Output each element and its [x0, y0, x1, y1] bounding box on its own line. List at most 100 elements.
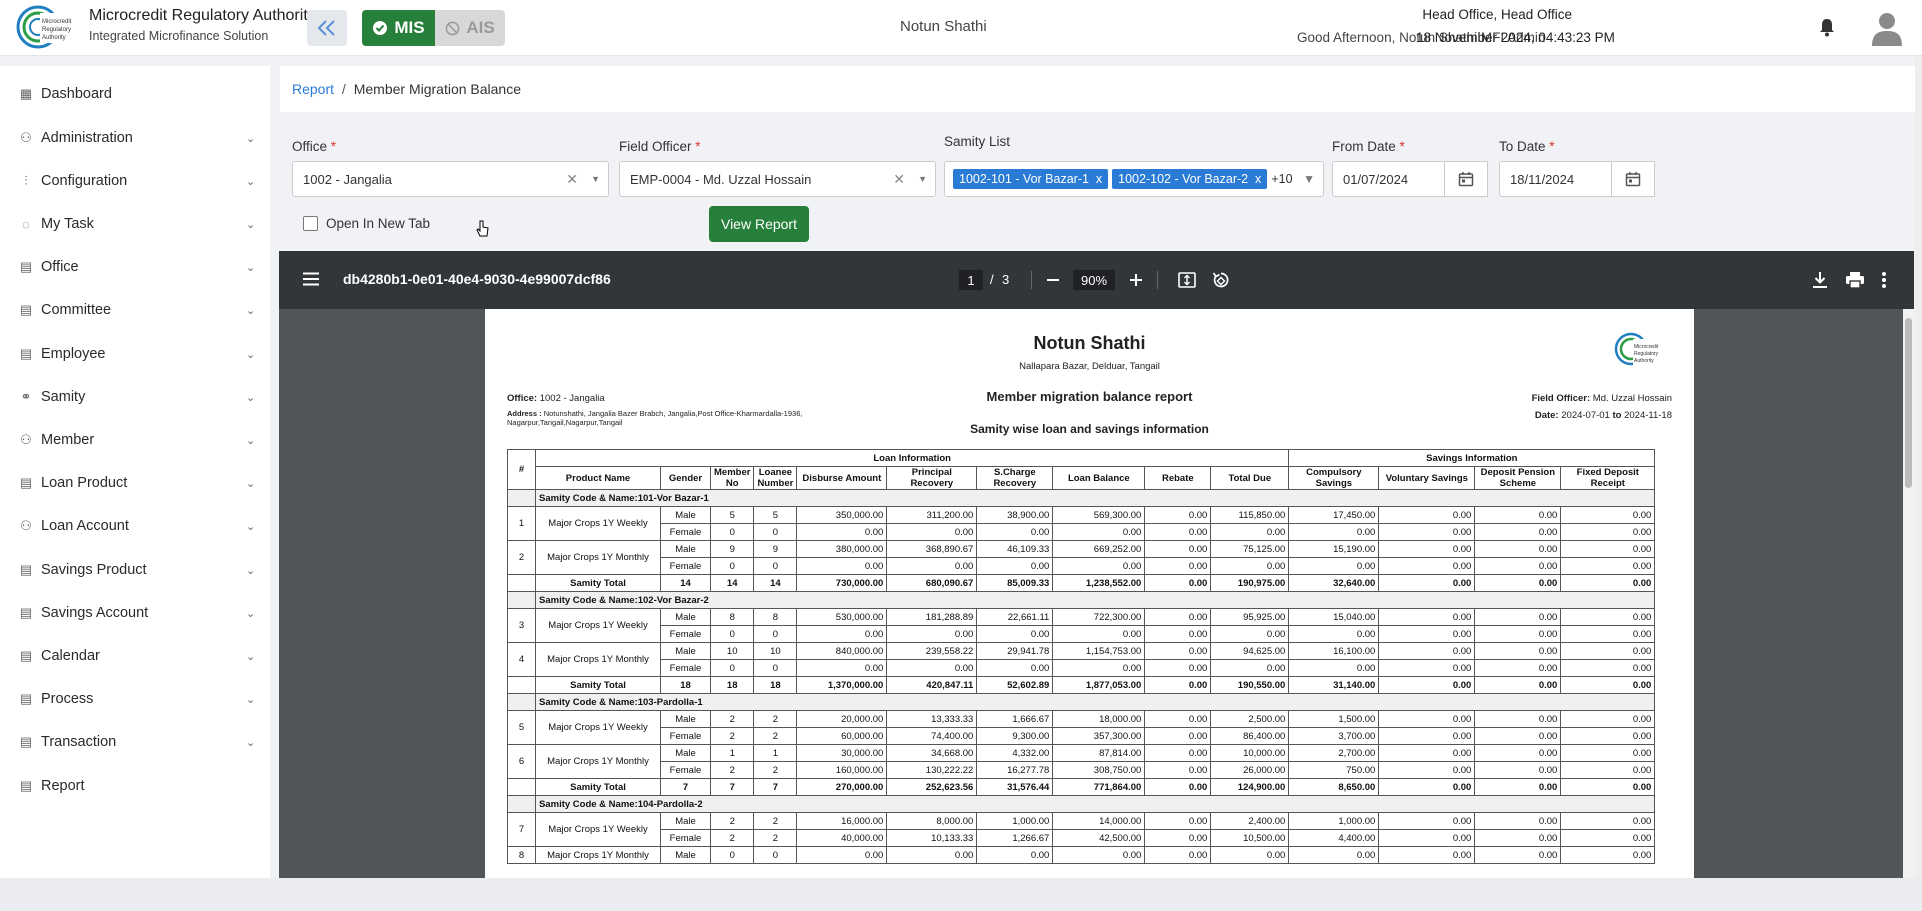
sidebar-item-calendar[interactable]: ▤ Calendar ⌄ [0, 636, 270, 676]
sidebar-item-dashboard[interactable]: ▦ Dashboard [0, 74, 270, 114]
pdf-viewer-toolbar: db4280b1-0e01-40e4-9030-4e99007dcf86 1 /… [279, 251, 1914, 309]
office-icon: ▤ [19, 259, 33, 274]
report-icon: ▤ [19, 778, 33, 793]
table-group-header: # Loan Information Savings Information [507, 449, 1656, 490]
open-new-tab-checkbox[interactable] [303, 216, 318, 231]
chevron-down-icon[interactable]: ▼ [1303, 172, 1315, 186]
zoom-level-input[interactable]: 90% [1073, 270, 1115, 290]
sidebar-item-label: Samity [41, 389, 86, 405]
sidebar-item-label: Committee [41, 302, 112, 318]
download-icon[interactable] [1812, 271, 1828, 289]
from-date-label: From Date * [1332, 139, 1405, 154]
sidebar-item-office[interactable]: ▤ Office ⌄ [0, 247, 270, 287]
samity-list-multiselect[interactable]: 1002-101 - Vor Bazar-1 x 1002-102 - Vor … [944, 161, 1324, 197]
calendar-icon: ▤ [19, 648, 33, 663]
calendar-icon [1458, 172, 1474, 187]
to-date-label: To Date * [1499, 139, 1555, 154]
sidebar-item-savings-product[interactable]: ▤ Savings Product ⌄ [0, 550, 270, 590]
field-officer-select[interactable]: EMP-0004 - Md. Uzzal Hossain ✕ ▼ [619, 161, 936, 197]
chevron-down-icon: ⌄ [246, 218, 256, 231]
col-header: # [507, 449, 536, 490]
window-scrollbar[interactable] [1915, 56, 1922, 878]
menu-icon[interactable] [302, 272, 320, 286]
sidebar-item-loan-product[interactable]: ▤ Loan Product ⌄ [0, 463, 270, 503]
col-header: Voluntary Savings [1378, 466, 1476, 490]
sidebar-item-label: Report [41, 778, 85, 794]
breadcrumb-bar: Report / Member Migration Balance [280, 66, 1915, 112]
mis-toggle-button[interactable]: MIS [362, 10, 435, 46]
zoom-out-icon[interactable] [1046, 273, 1060, 287]
user-avatar-icon[interactable] [1870, 10, 1904, 46]
col-header: Gender [660, 466, 711, 490]
sidebar-item-report[interactable]: ▤ Report [0, 766, 270, 806]
top-bar: Microcredit Regulatory Authority Microcr… [0, 0, 1922, 56]
col-header: Loanee Number [753, 466, 798, 490]
view-report-button[interactable]: View Report [709, 206, 809, 242]
samity-chip[interactable]: 1002-102 - Vor Bazar-2 x [1112, 169, 1268, 189]
sidebar-item-savings-account[interactable]: ▤ Savings Account ⌄ [0, 593, 270, 633]
org-name: Microcredit Regulatory Authority [89, 7, 316, 24]
section-header: Samity Code & Name:101-Vor Bazar-1 [507, 489, 1656, 507]
office-select[interactable]: 1002 - Jangalia ✕ ▼ [292, 161, 609, 197]
org-subtitle: Integrated Microfinance Solution [89, 29, 269, 43]
sidebar-item-transaction[interactable]: ▤ Transaction ⌄ [0, 722, 270, 762]
sidebar-item-committee[interactable]: ▤ Committee ⌄ [0, 290, 270, 330]
to-date-input[interactable]: 18/11/2024 [1499, 161, 1612, 197]
chevron-down-icon: ⌄ [246, 348, 256, 361]
to-date-calendar-button[interactable] [1611, 161, 1655, 197]
sidebar-item-label: Transaction [41, 734, 117, 750]
ban-icon [445, 21, 460, 35]
section-header: Samity Code & Name:103-Pardolla-1 [507, 693, 1656, 711]
breadcrumb-report-link[interactable]: Report [292, 81, 335, 97]
check-circle-icon [373, 21, 388, 35]
sidebar-item-employee[interactable]: ▤ Employee ⌄ [0, 334, 270, 374]
pdf-filename: db4280b1-0e01-40e4-9030-4e99007dcf86 [343, 271, 611, 287]
office-label: Office * [292, 139, 337, 154]
fit-page-icon[interactable] [1178, 271, 1196, 289]
pdf-scrollbar-thumb[interactable] [1905, 318, 1912, 488]
samity-chip[interactable]: 1002-101 - Vor Bazar-1 x [953, 169, 1109, 189]
page-number-input[interactable]: 1 [959, 270, 983, 290]
sidebar-item-process[interactable]: ▤ Process ⌄ [0, 679, 270, 719]
sidebar-item-administration[interactable]: ⚇ Administration ⌄ [0, 118, 270, 158]
breadcrumb: Report / Member Migration Balance [292, 81, 521, 97]
chevron-down-icon: ⌄ [246, 607, 256, 620]
sidebar-item-label: Savings Account [41, 605, 149, 621]
more-options-icon[interactable] [1881, 271, 1887, 289]
from-date-calendar-button[interactable] [1444, 161, 1488, 197]
table-row: Female 0 0 0.00 0.00 0.00 0.00 0.00 0.00 0.00 0.00… [508, 523, 1656, 541]
sidebar-item-configuration[interactable]: ⫶ Configuration ⌄ [0, 161, 270, 201]
zoom-in-icon[interactable] [1129, 273, 1143, 287]
col-header: Principal Recovery [886, 466, 978, 490]
col-header: Member No [709, 466, 755, 490]
ais-toggle-button[interactable]: AIS [435, 10, 505, 46]
svg-text:Regulatory: Regulatory [1634, 351, 1659, 357]
chevron-down-icon[interactable]: ▼ [918, 174, 927, 184]
sidebar-item-loan-account[interactable]: ⚇ Loan Account ⌄ [0, 506, 270, 546]
clear-office-icon[interactable]: ✕ [566, 170, 578, 187]
notification-bell-icon[interactable] [1818, 17, 1836, 37]
report-table: # Loan Information Savings Information Prod… [507, 449, 1656, 864]
grid-icon: ▦ [19, 86, 33, 101]
pdf-document-area[interactable]: Notun Shathi Nallapara Bazar, Delduar, T… [279, 309, 1914, 878]
collapse-sidebar-button[interactable] [307, 10, 347, 46]
pdf-scrollbar[interactable] [1903, 309, 1914, 878]
from-date-input[interactable]: 01/07/2024 [1332, 161, 1445, 197]
report-date-range: Date: 2024-07-01 to 2024-11-18 [1534, 410, 1672, 421]
sidebar-item-my-task[interactable]: ◌ My Task ⌄ [0, 204, 270, 244]
rotate-icon[interactable] [1212, 271, 1230, 289]
chevron-down-icon: ⌄ [246, 520, 256, 533]
svg-text:Authority: Authority [1634, 358, 1654, 364]
report-title: Member migration balance report [986, 389, 1193, 404]
sidebar-item-samity[interactable]: ⚭ Samity ⌄ [0, 377, 270, 417]
sidebar-item-member[interactable]: ⚇ Member ⌄ [0, 420, 270, 460]
table-row: Female 2 2 40,000.00 10,133.33 1,266.67 42,500… [508, 829, 1656, 847]
clear-field-officer-icon[interactable]: ✕ [893, 170, 905, 187]
table-row: 5 Major Crops 1Y Weekly Male 2 2 20,000.00 13,… [507, 710, 1656, 745]
chevron-down-icon[interactable]: ▼ [591, 174, 600, 184]
sidebar-item-label: Savings Product [41, 562, 147, 578]
print-icon[interactable] [1845, 271, 1865, 289]
loan-product-icon: ▤ [19, 475, 33, 490]
report-org-address: Nallapara Bazar, Delduar, Tangail [1019, 361, 1160, 372]
